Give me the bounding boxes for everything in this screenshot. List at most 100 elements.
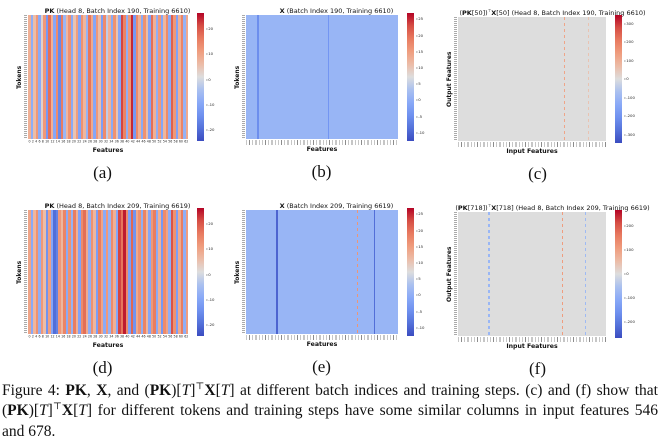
text-segment: T [78,402,87,420]
heatmap-column [183,15,186,139]
heatmap-column [120,15,123,139]
text-segment: PK [149,382,172,400]
x-tick-label-row: 0 2 4 6 8 10 12 14 16 18 20 22 24 26 28 30 32 34 36 38 40 42 4… [28,335,189,339]
heatmap-column [90,15,93,139]
x-tick-label: 26 [87,140,92,144]
heatmap-column [103,210,106,334]
colorbar-tick-label: 0 [624,272,628,276]
x-tick-label: 4 [35,335,38,339]
colorbar [407,13,414,141]
plot-body: Tokens 0 2 4 6 8 10 12 14 16 18 20 22 24 26 28 30 32 34 36… [15,13,227,154]
heatmap-column [110,15,113,139]
text-segment: [718]) [467,204,488,213]
heatmap-column [123,210,126,334]
heatmap-column [38,15,41,139]
colorbar [197,208,204,336]
x-tick-label: 18 [66,335,71,339]
colorbar-wrap: 20 10 0 -10 -20 [197,13,227,141]
text-segment: T [39,402,48,420]
x-tick-label: 10 [45,335,50,339]
text-segment: X [61,402,74,420]
x-tick-label: 52 [157,140,162,144]
x-tick-label: 26 [87,335,92,339]
heatmap-column [185,15,188,139]
x-tick-label: 42 [130,140,135,144]
colorbar-tick-label: -20 [206,323,214,327]
heatmap-column [68,15,71,139]
heatmap-column [175,15,178,139]
heatmap-column [73,210,76,334]
colorbar-tick-label: -10 [206,102,214,107]
colorbar-tick-label: -100 [624,296,635,300]
x-tick-label: 2 [31,335,34,339]
x-tick-label: 46 [141,140,146,144]
x-axis-ticks: 0 2 4 6 8 10 12 14 16 18 20 22 24 26 28 30 32 34 36 38 40 42 4… [28,140,189,146]
subplot-label: (c) [528,164,547,184]
heatmap-column [90,210,93,334]
heatmap-column [108,210,111,334]
text-segment: (Batch Index 190, Training 6610) [284,7,394,15]
heatmap-column [93,15,96,139]
heatmap-column [83,15,86,139]
colorbar-tick-label: 10 [206,247,213,251]
text-segment: [ [215,382,221,400]
text-segment: ] for different tokens and training step… [2,402,658,440]
colorbar-tick-label: 0 [206,272,210,277]
heatmap-column [35,210,38,334]
x-axis-label: Input Features [506,148,558,156]
y-axis-label: Tokens [234,65,241,89]
heatmap-column [30,210,33,334]
text-segment: X [96,382,108,400]
x-tick-label: 20 [71,140,76,144]
plot-body: Tokens 0 2 4 6 8 10 12 14 16 18 20 22 24 26 28 30 32 34 36… [15,208,227,349]
colorbar-tick-label: -200 [624,320,635,325]
colorbar-wrap: 25 20 15 10 5 0 -5 -10 [407,13,437,141]
text-segment: ] [190,382,196,400]
x-tick-label: 52 [157,335,162,339]
heatmap-column [28,210,31,334]
text-segment: ( [459,9,462,18]
colorbar-tick-label: 0 [206,77,210,82]
colorbar [197,13,204,141]
heatmap-column [125,15,128,139]
heatmap-column [83,210,86,334]
heatmap-column [28,15,31,139]
plot-title: X (Batch Index 209, Training 6619) [280,202,394,210]
colorbar-tick-label: 20 [416,228,423,233]
colorbar-tick-label: -300 [624,133,635,137]
x-tick-label: 62 [184,335,188,339]
heatmap-column [148,210,151,334]
heatmap-column [120,210,123,334]
text-segment: PK [7,402,29,420]
x-tick-label: 18 [66,140,71,144]
heatmap-column [115,210,118,334]
x-tick-label: 50 [152,140,157,144]
text-segment: [50] (Head 8, Batch Index 190, Training … [496,9,646,18]
x-tick-label: 12 [50,335,55,339]
x-tick-label: 60 [178,140,183,144]
heatmap-vline [356,210,359,334]
colorbar-tick-label: -5 [416,114,422,119]
heatmap-canvas [458,212,606,337]
heatmap-column [165,15,168,139]
x-tick-label: 14 [55,335,60,339]
heatmap-column [133,210,136,334]
colorbar-wrap: 200 100 0 -100 -200 [615,210,645,339]
heatmap-column [73,15,76,139]
heatmap-canvas [458,17,606,142]
heatmap-column [105,15,108,139]
heatmap-column [118,15,121,139]
plot-column: Features [246,210,398,348]
heatmap-column [88,210,91,334]
heatmap-canvas [28,15,188,139]
x-tick-label: 16 [61,335,66,339]
x-tick-label: 40 [125,140,130,144]
colorbar-tick-label: 10 [206,52,213,56]
heatmap-column [50,15,53,139]
text-segment: PK [44,7,55,15]
heatmap-column [65,15,68,139]
x-tick-label: 24 [82,140,87,144]
heatmap-column [58,15,61,139]
heatmap-column [130,15,133,139]
